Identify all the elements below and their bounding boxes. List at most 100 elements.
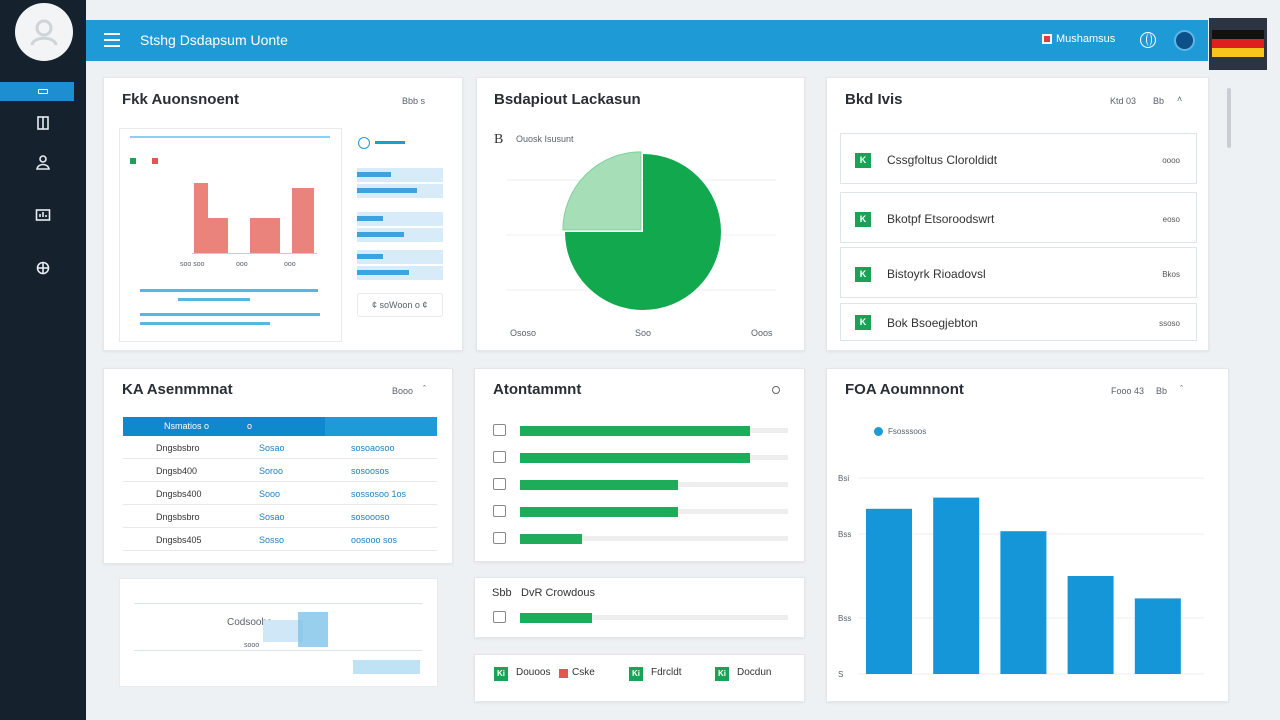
task-row[interactable]: K Bistoyrk Rioadovsl Bkos [840,247,1197,298]
card1-bar-base [194,218,228,253]
settings-icon [36,261,50,275]
card1-topline [130,136,330,138]
card2-axis-2: Ooos [751,328,773,338]
chart-icon [35,209,51,221]
scrollbar-thumb[interactable] [1227,88,1231,148]
legend-swatch [559,669,568,678]
card1-list-row [357,184,443,198]
table-cell: Dngsbs405 [156,535,202,545]
check-icon[interactable]: K [855,153,871,168]
card4-title: KA Asenmmnat [122,381,233,398]
card1-list-row [357,212,443,226]
card1-footer-button[interactable] [357,293,443,317]
task-row[interactable]: K Bok Bsoegjebton ssoso [840,303,1197,341]
table-cell: Dngsbsbro [156,443,200,453]
flag-stripe-gold [1212,48,1264,57]
card3-meta2[interactable]: Bb [1153,96,1165,106]
card-table [103,368,453,564]
progress-checkbox[interactable] [493,478,506,490]
card2-axis-0: Ososo [510,328,537,338]
card3-title: Bkd Ivis [845,91,903,108]
card1-bar-base [250,218,280,253]
chip-label: Mushamsus [1056,33,1116,45]
table-row[interactable]: Dngsbs400 Sooo sossosoo 1os [123,482,437,505]
sub-label: Codsoobs [227,617,273,628]
notification-chip[interactable]: Mushamsus [1042,33,1115,45]
avatar[interactable] [15,3,73,61]
progress-checkbox[interactable] [493,532,506,544]
card1-list-row [357,250,443,264]
bar[interactable] [933,497,980,674]
series-legend-icon [874,427,883,436]
table-cell: sosoooso [351,512,390,522]
language-flag[interactable] [1209,18,1267,70]
progress-fill [520,426,751,436]
card3-meta[interactable]: Ktd 03 [1110,96,1137,106]
task-row[interactable]: K Cssgfoltus Cloroldidt oooo [840,133,1197,184]
card6-checkbox[interactable] [493,611,506,623]
table-cell: Dngsb400 [156,466,198,476]
bar[interactable] [866,508,912,674]
check-icon[interactable]: K [855,212,871,227]
table-header-selected[interactable] [123,417,325,436]
info-icon[interactable] [772,386,780,394]
progress-track [520,534,788,544]
menu-icon[interactable] [104,33,120,47]
table-row[interactable]: Dngsbsbro Sosao sosoaosoo [123,436,437,459]
progress-fill [520,480,679,490]
sidebar-item-users[interactable] [34,153,52,171]
card3-chevron-icon[interactable]: ˄ [1177,94,1183,104]
flag-stripe-red [1212,39,1264,48]
sidebar-item-settings[interactable] [34,259,52,277]
legend-swatch: Ki [494,667,508,681]
table-row[interactable]: Dngsbs405 Sosso oosooo sos [123,528,437,551]
card1-tick-1: ooo [236,261,248,268]
table-head-col1[interactable]: Nsmatios o [164,421,210,431]
progress-checkbox[interactable] [493,451,506,463]
series-legend-label: Fsosssoos [888,427,927,436]
bar[interactable] [1134,598,1181,674]
card1-baseline [192,253,317,254]
top-header: Stshg Dsdapsum Uonte Mushamsus [86,20,1208,61]
check-icon[interactable]: K [855,315,871,330]
check-icon[interactable]: K [855,267,871,282]
card8-meta2[interactable]: Bb [1156,386,1168,396]
progress-track [520,453,788,463]
table-cell: Dngsbs400 [156,489,202,499]
pie-slice[interactable] [562,151,642,231]
card8-meta[interactable]: Fooo 43 [1111,386,1145,396]
progress-checkbox[interactable] [493,424,506,436]
legend-label: Cske [572,667,595,678]
task-row[interactable]: K Bkotpf Etsoroodswrt eoso [840,192,1197,243]
app-title: Stshg Dsdapsum Uonte [140,32,288,48]
card1-meta[interactable]: Bbb s [402,96,426,106]
table-row[interactable]: Dngsb400 Soroo sosoosos [123,459,437,482]
pie-slice[interactable] [565,154,721,310]
flag-stripe-black [1212,30,1264,39]
legend-label: Fdrcldt [651,667,682,678]
bar[interactable] [1067,576,1114,674]
table-cell: sosoaosoo [351,443,395,453]
task-value: eoso [1162,215,1180,224]
card8-chevron-icon[interactable]: ˆ [1180,384,1183,394]
sidebar-item-home[interactable] [0,82,74,101]
sidebar-item-docs[interactable] [34,114,52,132]
card1-list-row [357,168,443,182]
sidebar-item-charts[interactable] [34,206,52,224]
profile-button[interactable] [1174,30,1195,51]
card1-list-row [357,228,443,242]
sub-button[interactable] [353,660,420,674]
card1-line [140,313,320,316]
globe-icon[interactable] [1140,32,1156,48]
progress-checkbox[interactable] [493,505,506,517]
card2-letter: B [494,132,504,147]
bar[interactable] [1000,531,1047,674]
card4-meta[interactable]: Booo [392,386,414,396]
legend-swatch: Ki [629,667,643,681]
card2-legend: Ouosk Isusunt [516,134,574,144]
sidebar [0,0,86,720]
card1-circle-icon[interactable] [358,137,370,149]
table-head-col2[interactable]: o [247,421,253,431]
table-row[interactable]: Dngsbsbro Sosao sosoooso [123,505,437,528]
card4-more-icon[interactable]: ˆ [423,384,426,394]
